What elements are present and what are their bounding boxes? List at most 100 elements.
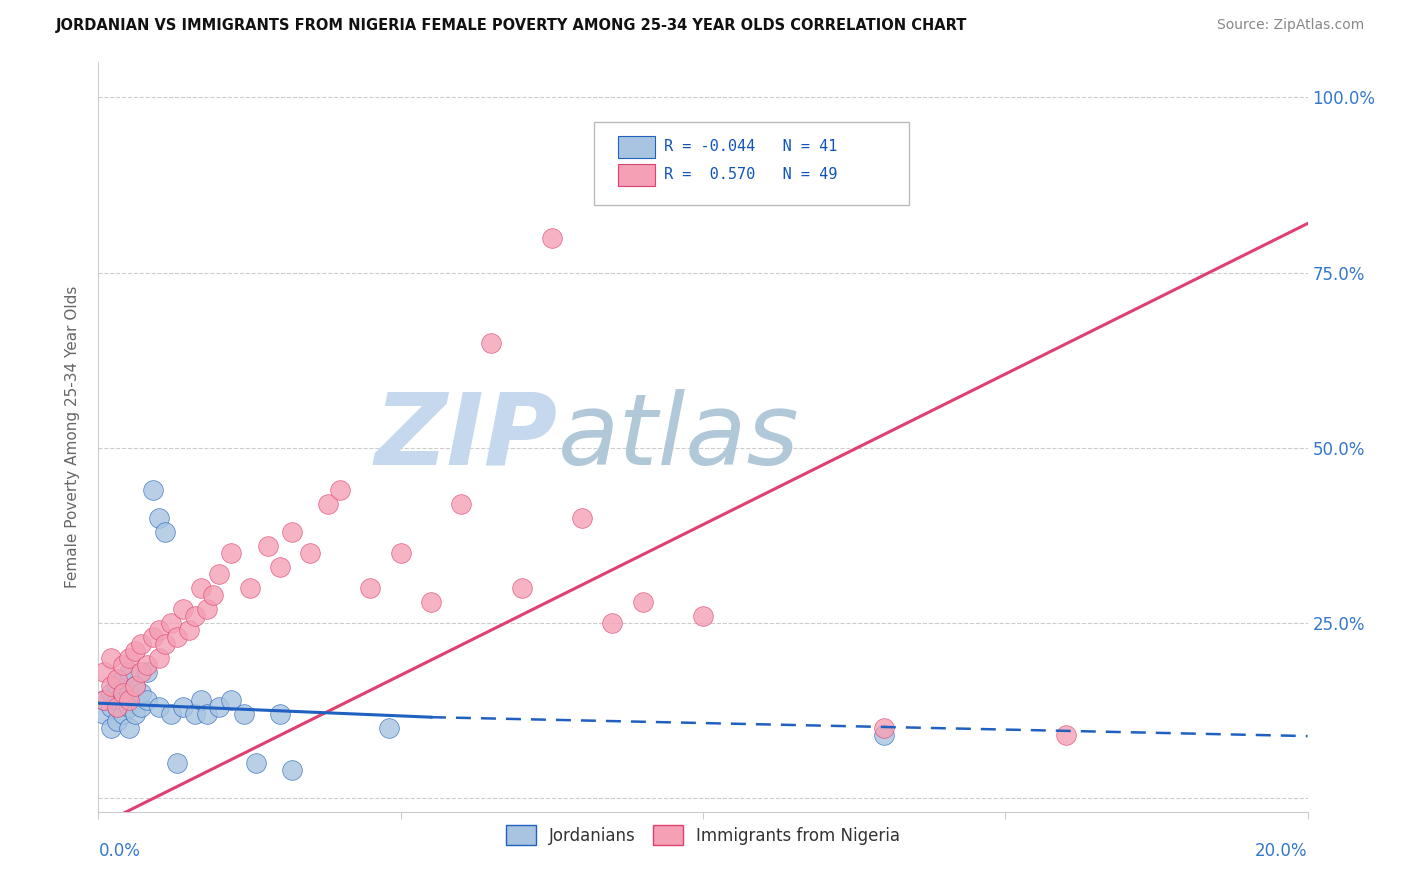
Point <box>245 756 267 770</box>
FancyBboxPatch shape <box>619 163 655 186</box>
Point <box>129 699 152 714</box>
Point <box>105 672 128 686</box>
Text: R =  0.570   N = 49: R = 0.570 N = 49 <box>664 168 838 182</box>
Point <box>118 665 141 679</box>
Point <box>129 637 152 651</box>
Point <box>135 665 157 679</box>
Point <box>142 630 165 644</box>
Point <box>172 699 194 714</box>
Point <box>111 672 134 686</box>
Point <box>269 706 291 721</box>
Point <box>105 714 128 728</box>
Point <box>93 692 115 706</box>
Point <box>420 594 443 608</box>
Point <box>195 706 218 721</box>
Text: atlas: atlas <box>558 389 800 485</box>
Point <box>160 615 183 630</box>
Point <box>105 679 128 693</box>
Point <box>692 608 714 623</box>
Point <box>148 699 170 714</box>
Point <box>105 699 128 714</box>
Point <box>118 692 141 706</box>
Point <box>221 546 243 560</box>
Point <box>93 706 115 721</box>
Point <box>160 706 183 721</box>
Point <box>389 546 412 560</box>
Point <box>124 643 146 657</box>
Text: Source: ZipAtlas.com: Source: ZipAtlas.com <box>1216 18 1364 32</box>
Legend: Jordanians, Immigrants from Nigeria: Jordanians, Immigrants from Nigeria <box>499 819 907 852</box>
Point <box>135 657 157 672</box>
Point <box>105 699 128 714</box>
Point <box>1054 728 1077 742</box>
Point <box>873 721 896 735</box>
Point <box>184 608 207 623</box>
Point <box>135 692 157 706</box>
Point <box>316 497 339 511</box>
Point <box>153 637 176 651</box>
Point <box>631 594 654 608</box>
Point <box>118 699 141 714</box>
Point <box>510 581 533 595</box>
FancyBboxPatch shape <box>595 122 908 205</box>
Point <box>100 650 122 665</box>
Point <box>221 692 243 706</box>
Point <box>118 686 141 700</box>
Point <box>124 679 146 693</box>
Point <box>571 510 593 524</box>
Point <box>190 581 212 595</box>
FancyBboxPatch shape <box>619 136 655 159</box>
Text: JORDANIAN VS IMMIGRANTS FROM NIGERIA FEMALE POVERTY AMONG 25-34 YEAR OLDS CORREL: JORDANIAN VS IMMIGRANTS FROM NIGERIA FEM… <box>56 18 967 33</box>
Point <box>124 679 146 693</box>
Point <box>153 524 176 539</box>
Point <box>873 728 896 742</box>
Point <box>100 686 122 700</box>
Point <box>105 692 128 706</box>
Point <box>111 657 134 672</box>
Point <box>329 483 352 497</box>
Point <box>93 692 115 706</box>
Point <box>93 665 115 679</box>
Point <box>118 650 141 665</box>
Point <box>124 706 146 721</box>
Point <box>256 539 278 553</box>
Point <box>111 686 134 700</box>
Point <box>377 721 399 735</box>
Text: 0.0%: 0.0% <box>98 842 141 860</box>
Point <box>281 524 304 539</box>
Point <box>179 623 201 637</box>
Point <box>208 699 231 714</box>
Point <box>360 581 382 595</box>
Text: ZIP: ZIP <box>375 389 558 485</box>
Point <box>100 721 122 735</box>
Text: 20.0%: 20.0% <box>1256 842 1308 860</box>
Point <box>100 679 122 693</box>
Point <box>111 692 134 706</box>
Point <box>166 630 188 644</box>
Point <box>540 230 562 244</box>
Point <box>166 756 188 770</box>
Y-axis label: Female Poverty Among 25-34 Year Olds: Female Poverty Among 25-34 Year Olds <box>65 286 80 588</box>
Point <box>148 623 170 637</box>
Point <box>118 721 141 735</box>
Text: R = -0.044   N = 41: R = -0.044 N = 41 <box>664 139 838 153</box>
Point <box>142 483 165 497</box>
Point <box>239 581 262 595</box>
Point <box>100 699 122 714</box>
Point <box>111 706 134 721</box>
Point <box>148 650 170 665</box>
Point <box>148 510 170 524</box>
Point <box>281 763 304 777</box>
Point <box>299 546 322 560</box>
Point <box>269 559 291 574</box>
Point <box>481 335 503 350</box>
Point <box>208 566 231 581</box>
Point <box>202 588 225 602</box>
Point <box>195 601 218 615</box>
Point <box>184 706 207 721</box>
Point <box>602 615 624 630</box>
Point <box>190 692 212 706</box>
Point <box>129 665 152 679</box>
Point <box>111 686 134 700</box>
Point <box>172 601 194 615</box>
